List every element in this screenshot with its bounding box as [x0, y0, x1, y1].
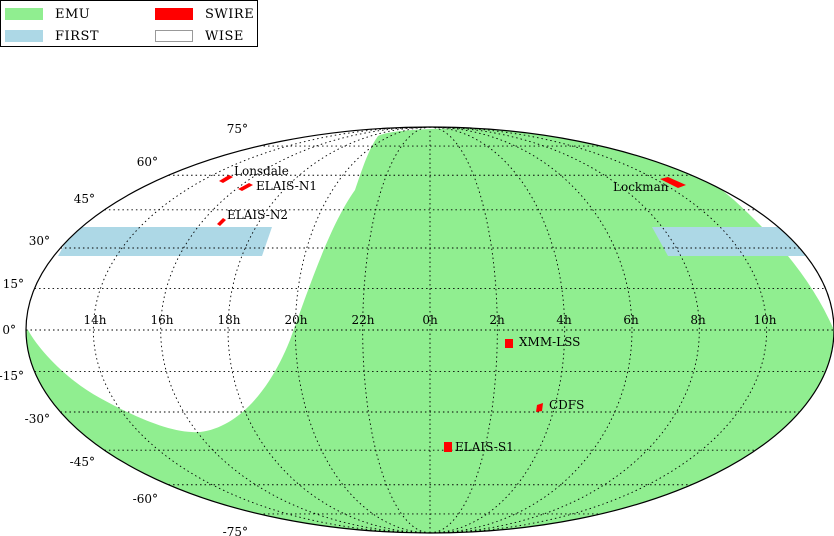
field-labels: Lonsdale ELAIS-N1 ELAIS-N2 Lockman XMM-L…	[227, 164, 669, 454]
ra-label: 4h	[556, 313, 572, 327]
dec-label: -15°	[0, 369, 24, 383]
dec-label: 15°	[3, 277, 24, 291]
cdfs-field	[536, 403, 543, 412]
ra-label: 10h	[754, 313, 777, 327]
legend-item-emu: EMU	[5, 6, 90, 22]
legend-label-emu: EMU	[55, 6, 91, 22]
field-label-lonsdale: Lonsdale	[234, 164, 289, 178]
field-label-elais-n2: ELAIS-N2	[227, 208, 288, 222]
meridian-line	[294, 126, 431, 534]
meridian-line	[429, 126, 566, 534]
dec-axis-labels: 75° 60° 45° 30° 15° 0° -15° -30° -45° -6…	[0, 122, 248, 536]
legend-label-first: FIRST	[55, 28, 100, 44]
ra-label: 0h	[422, 313, 438, 327]
graticule	[26, 126, 834, 534]
dec-label: 75°	[227, 122, 248, 136]
first-coverage-left	[58, 227, 272, 256]
meridian-line	[362, 126, 431, 534]
ra-label: 18h	[218, 313, 241, 327]
meridian-line	[92, 126, 431, 534]
emu-swatch	[5, 8, 43, 20]
legend-item-first: FIRST	[5, 28, 99, 44]
ra-label: 14h	[84, 313, 107, 327]
dec-label: -75°	[223, 525, 248, 536]
ra-label: 6h	[623, 313, 639, 327]
ra-label: 8h	[690, 313, 706, 327]
map-outline	[25, 126, 834, 534]
legend-label-swire: SWIRE	[205, 6, 255, 22]
dec-label: 30°	[29, 234, 50, 248]
swire-fields	[217, 175, 686, 452]
legend-label-wise: WISE	[205, 28, 244, 44]
field-label-xmm-lss: XMM-LSS	[519, 335, 580, 349]
lonsdale-field	[219, 175, 233, 183]
field-label-elais-n1: ELAIS-N1	[256, 179, 317, 193]
dec-label: -60°	[133, 492, 158, 506]
legend: EMU SWIRE FIRST WISE	[0, 0, 258, 47]
dec-label: -30°	[25, 412, 50, 426]
ra-axis-labels: 14h 16h 18h 20h 22h 0h 2h 4h 6h 8h 10h	[84, 313, 777, 327]
elais-s1-field	[444, 442, 452, 452]
meridian-line	[429, 126, 498, 534]
elais-n2-field	[217, 218, 226, 226]
legend-item-swire: SWIRE	[155, 6, 254, 22]
dec-label: 60°	[137, 155, 158, 169]
dec-label: 0°	[2, 323, 16, 337]
first-swatch	[5, 30, 43, 42]
ra-label: 2h	[489, 313, 505, 327]
field-label-elais-s1: ELAIS-S1	[455, 440, 514, 454]
ra-label: 22h	[352, 313, 375, 327]
dec-label: 45°	[74, 192, 95, 206]
meridian-line	[429, 126, 768, 534]
wise-swatch	[155, 30, 193, 42]
legend-item-wise: WISE	[155, 28, 244, 44]
emu-coverage	[26, 128, 834, 533]
ra-label: 16h	[151, 313, 174, 327]
field-label-cdfs: CDFS	[549, 398, 584, 412]
xmm-lss-field	[505, 339, 513, 348]
swire-swatch	[155, 8, 193, 20]
elais-n1-field	[238, 183, 253, 191]
lockman-field	[660, 177, 686, 188]
ra-label: 20h	[285, 313, 308, 327]
dec-label: -45°	[70, 455, 95, 469]
field-label-lockman: Lockman	[613, 180, 669, 194]
first-coverage-right	[652, 227, 810, 256]
